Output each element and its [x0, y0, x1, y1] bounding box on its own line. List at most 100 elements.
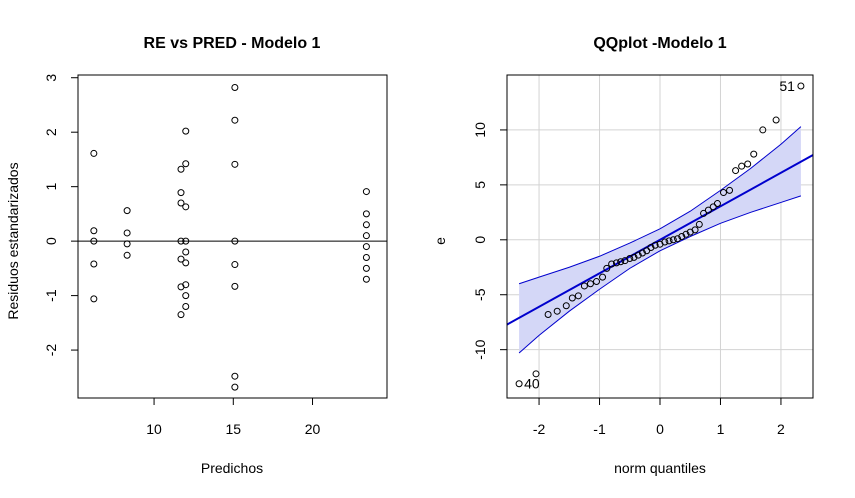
residuals-point [177, 311, 185, 319]
qq-point [562, 302, 570, 310]
qq-point [599, 273, 607, 281]
qq-point-label: 40 [524, 376, 540, 392]
qq-point [647, 243, 655, 251]
qq-x-tick-label: 2 [777, 421, 785, 437]
qq-point [643, 247, 651, 255]
qq-point [797, 82, 805, 90]
qq-point [612, 259, 620, 267]
residuals-point [182, 281, 190, 289]
residuals-point [231, 84, 239, 92]
residuals-point [182, 237, 190, 245]
qq-point [713, 200, 721, 208]
qq-point [682, 230, 690, 238]
qq-point [626, 254, 634, 262]
qq-point [691, 226, 699, 234]
residuals-point [182, 127, 190, 135]
qq-x-tick-label: 1 [717, 421, 725, 437]
residuals-point [362, 232, 370, 240]
qq-point [744, 160, 752, 168]
residuals-point [90, 295, 98, 303]
qq-point [709, 203, 717, 211]
residuals-point [182, 292, 190, 300]
residuals-point [362, 264, 370, 272]
qq-point [695, 220, 703, 228]
residuals-y-tick-label: -1 [43, 289, 59, 302]
residuals-point [90, 149, 98, 157]
residuals-point [231, 372, 239, 380]
qq-band-upper [518, 126, 802, 285]
qq-point [586, 280, 594, 288]
residuals-title: RE vs PRED - Modelo 1 [144, 35, 321, 52]
qq-point [515, 380, 523, 388]
residuals-point [177, 237, 185, 245]
qq-point [638, 249, 646, 257]
qq-point [750, 150, 758, 158]
qq-title: QQplot -Modelo 1 [593, 35, 726, 52]
qq-point [544, 311, 552, 319]
residuals-point [177, 189, 185, 197]
qq-x-label: norm quantiles [614, 460, 706, 476]
qq-point [700, 209, 708, 217]
residuals-point [231, 261, 239, 269]
residuals-point [182, 248, 190, 256]
residuals-plot: RE vs PRED - Modelo 1 Predichos Residuos… [5, 35, 388, 476]
qq-point [608, 260, 616, 268]
qq-band-lower [518, 195, 802, 354]
residuals-point [123, 251, 131, 259]
residuals-point [177, 165, 185, 173]
qq-point [759, 126, 767, 134]
residuals-y-label: Residuos estandarizados [5, 162, 21, 319]
qq-plot-frame [506, 74, 814, 399]
residuals-y-tick-label: -2 [43, 344, 59, 357]
residuals-point [90, 260, 98, 268]
residuals-point [231, 116, 239, 124]
residuals-point [362, 221, 370, 229]
qq-point [603, 264, 611, 272]
qq-y-tick-label: 10 [472, 122, 488, 138]
residuals-plot-frame [77, 74, 388, 399]
residuals-point [231, 282, 239, 290]
residuals-x-tick-label: 20 [305, 421, 321, 437]
qq-y-tick-label: -10 [472, 339, 488, 359]
qq-point [726, 186, 734, 194]
residuals-point [177, 199, 185, 207]
residuals-y-tick-label: 3 [43, 74, 59, 82]
qq-point [732, 167, 740, 175]
qq-reference-line [506, 154, 814, 326]
residuals-point [362, 275, 370, 283]
residuals-x-label: Predichos [201, 460, 263, 476]
residuals-point [231, 237, 239, 245]
qq-x-tick-label: 0 [656, 421, 664, 437]
residuals-point [182, 259, 190, 267]
qq-point-label: 51 [779, 78, 795, 94]
residuals-y-tick-label: 2 [43, 128, 59, 136]
qq-point [661, 238, 669, 246]
qq-y-label: e [432, 237, 448, 245]
qq-point [532, 370, 540, 378]
residuals-point [182, 160, 190, 168]
residuals-point [182, 203, 190, 211]
residuals-x-tick-label: 10 [146, 421, 162, 437]
residuals-point [123, 240, 131, 248]
residuals-point [362, 243, 370, 251]
residuals-point [362, 188, 370, 196]
residuals-x-tick-label: 15 [226, 421, 242, 437]
residuals-point [231, 160, 239, 168]
qq-point [669, 236, 677, 244]
residuals-point [123, 229, 131, 237]
qq-point [772, 116, 780, 124]
qq-point [634, 251, 642, 259]
qq-point [553, 307, 561, 315]
qq-point [593, 278, 601, 286]
residuals-point [177, 255, 185, 263]
qq-x-tick-label: -1 [593, 421, 606, 437]
qq-point [738, 162, 746, 170]
qq-point [674, 235, 682, 243]
qq-point [630, 253, 638, 261]
residuals-point [90, 227, 98, 235]
residuals-point [182, 302, 190, 310]
qq-point [580, 282, 588, 290]
qq-point [704, 206, 712, 214]
